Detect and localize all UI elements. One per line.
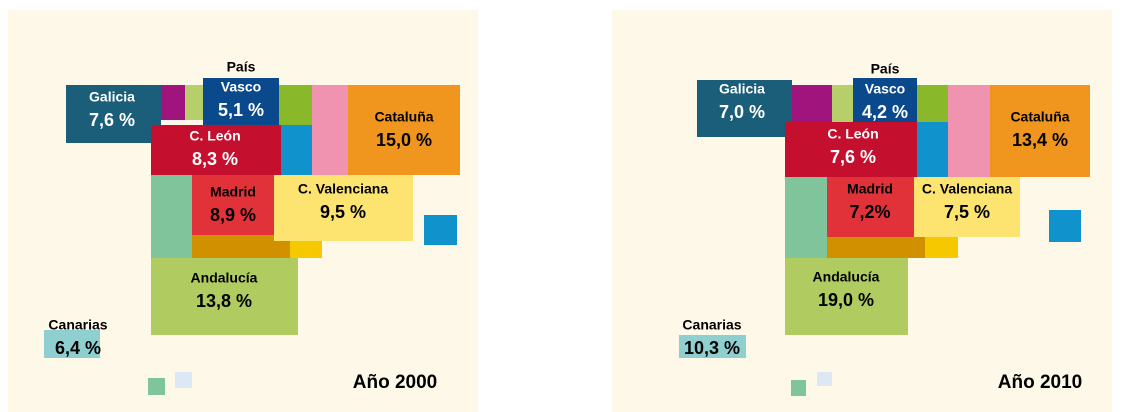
region-block bbox=[151, 125, 281, 175]
region-name: País bbox=[227, 59, 256, 75]
region-block bbox=[917, 122, 948, 177]
year-label: Año 2010 bbox=[998, 372, 1082, 393]
region-block bbox=[785, 177, 827, 258]
region-name: Canarias bbox=[682, 317, 741, 333]
region-name: Vasco bbox=[221, 79, 261, 95]
region-block bbox=[192, 235, 290, 258]
region-block bbox=[281, 125, 312, 175]
region-block bbox=[192, 175, 274, 235]
region-value: 19,0 % bbox=[818, 290, 874, 310]
region-block bbox=[827, 177, 914, 237]
region-value: 9,5 % bbox=[320, 202, 366, 222]
region-block bbox=[44, 330, 100, 358]
region-name: Galicia bbox=[719, 81, 765, 97]
region-value: 13,8 % bbox=[196, 291, 252, 311]
region-block bbox=[827, 237, 925, 258]
region-block bbox=[175, 372, 192, 388]
region-name: Cataluña bbox=[1010, 109, 1069, 125]
region-value: 7,6 % bbox=[830, 147, 876, 167]
region-value: 7,6 % bbox=[89, 110, 135, 130]
region-block bbox=[791, 380, 806, 396]
region-name: Cataluña bbox=[374, 109, 433, 125]
region-name: País bbox=[871, 61, 900, 77]
region-block bbox=[792, 85, 832, 122]
region-block bbox=[679, 335, 746, 358]
region-value: 6,4 % bbox=[55, 338, 101, 358]
region-block bbox=[785, 122, 917, 177]
region-block bbox=[151, 175, 192, 258]
region-block bbox=[148, 378, 165, 395]
region-block bbox=[925, 237, 958, 258]
region-block bbox=[348, 85, 460, 175]
region-name: Andalucía bbox=[813, 269, 880, 285]
region-block bbox=[853, 78, 917, 122]
region-block bbox=[279, 85, 312, 125]
region-name: Vasco bbox=[865, 81, 905, 97]
region-value: 7,2% bbox=[849, 202, 890, 222]
region-value: 8,9 % bbox=[210, 205, 256, 225]
region-block bbox=[185, 85, 203, 120]
region-block bbox=[203, 78, 279, 125]
region-value: 13,4 % bbox=[1012, 130, 1068, 150]
region-name: Madrid bbox=[847, 181, 893, 197]
region-name: C. León bbox=[189, 128, 240, 144]
region-block bbox=[697, 80, 792, 137]
region-block bbox=[785, 258, 908, 335]
region-block bbox=[161, 85, 185, 120]
region-value: 4,2 % bbox=[862, 102, 908, 122]
region-block bbox=[424, 215, 457, 245]
region-value: 7,5 % bbox=[944, 202, 990, 222]
region-value: 10,3 % bbox=[684, 338, 740, 358]
region-block bbox=[1049, 210, 1081, 242]
region-value: 5,1 % bbox=[218, 100, 264, 120]
region-name: C. Valenciana bbox=[922, 181, 1012, 197]
region-block bbox=[948, 85, 990, 177]
region-name: Galicia bbox=[89, 89, 135, 105]
region-block bbox=[990, 85, 1090, 177]
region-block bbox=[312, 85, 348, 175]
region-value: 8,3 % bbox=[192, 149, 238, 169]
region-name: Madrid bbox=[210, 184, 256, 200]
region-block bbox=[290, 241, 322, 258]
region-block bbox=[66, 85, 161, 143]
year-label: Año 2000 bbox=[353, 372, 437, 393]
region-value: 15,0 % bbox=[376, 130, 432, 150]
region-block bbox=[817, 372, 832, 386]
region-block bbox=[274, 175, 413, 241]
region-name: C. Valenciana bbox=[298, 181, 388, 197]
region-block bbox=[917, 85, 948, 122]
region-name: Canarias bbox=[48, 317, 107, 333]
region-block bbox=[832, 85, 853, 122]
region-name: C. León bbox=[827, 126, 878, 142]
region-block bbox=[151, 258, 298, 335]
region-value: 7,0 % bbox=[719, 102, 765, 122]
region-name: Andalucía bbox=[191, 270, 258, 286]
region-block bbox=[914, 177, 1020, 237]
